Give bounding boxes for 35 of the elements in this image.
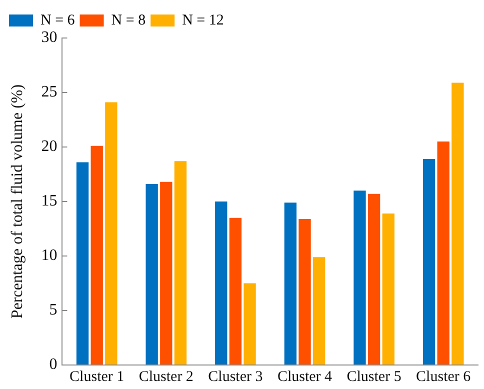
bar: [422, 158, 436, 364]
bar: [382, 213, 394, 364]
bar: [368, 194, 380, 364]
bar: [312, 257, 326, 364]
legend-label: N = 12: [182, 12, 224, 28]
y-axis-title: Percentage of total fluid volume (%): [8, 84, 26, 319]
legend-label: N = 6: [40, 12, 76, 28]
x-tick-label: Cluster 3: [208, 368, 263, 385]
x-tick-label: Cluster 2: [138, 368, 194, 385]
bar: [215, 202, 228, 364]
bar: [174, 161, 187, 364]
y-tick-label: 15: [41, 192, 58, 210]
y-tick-label: 20: [41, 138, 58, 156]
y-tick-label: 30: [41, 29, 58, 46]
y-tick-label: 5: [49, 302, 58, 319]
bar: [354, 190, 366, 364]
bar: [146, 184, 158, 364]
bar: [452, 82, 464, 364]
bar: [244, 283, 256, 364]
bar: [90, 146, 103, 364]
legend-label: N = 8: [111, 12, 146, 28]
x-tick-label: Cluster 1: [70, 368, 124, 385]
bar: [160, 182, 172, 364]
bar: [76, 162, 89, 364]
x-tick-label: Cluster 6: [416, 368, 472, 385]
y-tick-label: 10: [41, 247, 58, 264]
bar: [284, 202, 297, 364]
bar: [437, 142, 450, 364]
bar: [298, 218, 311, 364]
y-tick-label: 0: [49, 356, 58, 374]
bar: [105, 102, 118, 364]
x-tick-label: Cluster 5: [346, 368, 402, 385]
x-tick-label: Cluster 4: [277, 368, 333, 385]
bar: [229, 218, 242, 364]
y-tick-label: 25: [41, 84, 58, 101]
